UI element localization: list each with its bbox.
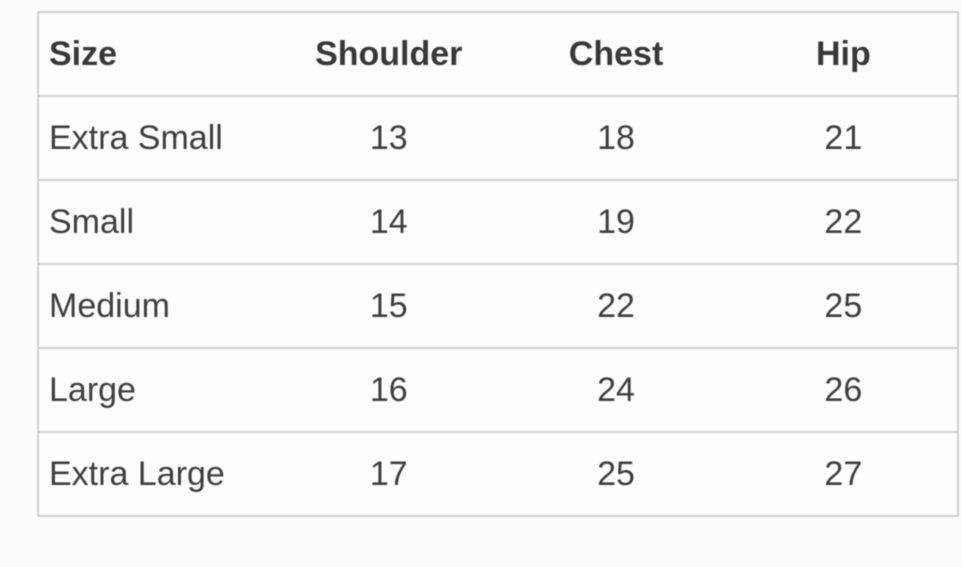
- cell-chest: 19: [502, 179, 730, 265]
- size-chart-area: Size Shoulder Chest Hip Extra Small 13 1…: [37, 11, 959, 517]
- table-row: Extra Small 13 18 21: [38, 95, 958, 181]
- column-header-chest: Chest: [502, 11, 730, 97]
- cell-chest: 24: [502, 347, 730, 433]
- table-header: Size Shoulder Chest Hip: [38, 11, 958, 97]
- table-header-row: Size Shoulder Chest Hip: [38, 11, 958, 97]
- table-row: Medium 15 22 25: [38, 263, 958, 349]
- cell-size: Medium: [38, 263, 276, 349]
- table-row: Large 16 24 26: [38, 347, 958, 433]
- cell-size: Extra Small: [38, 95, 276, 181]
- cell-chest: 18: [502, 95, 730, 181]
- cell-size: Large: [38, 347, 276, 433]
- cell-hip: 25: [729, 263, 958, 349]
- cell-size: Extra Large: [38, 431, 276, 517]
- cell-size: Small: [38, 179, 276, 265]
- column-header-shoulder: Shoulder: [275, 11, 503, 97]
- cell-shoulder: 17: [275, 431, 503, 517]
- table-row: Extra Large 17 25 27: [38, 431, 958, 517]
- cell-shoulder: 16: [275, 347, 503, 433]
- cell-shoulder: 15: [275, 263, 503, 349]
- cell-hip: 22: [729, 179, 958, 265]
- cell-hip: 21: [729, 95, 958, 181]
- table-body: Extra Small 13 18 21 Small 14 19 22 Medi…: [38, 95, 958, 517]
- cell-hip: 27: [729, 431, 958, 517]
- column-header-size: Size: [38, 11, 276, 97]
- size-chart-table: Size Shoulder Chest Hip Extra Small 13 1…: [37, 11, 959, 517]
- cell-chest: 22: [502, 263, 730, 349]
- cell-shoulder: 14: [275, 179, 503, 265]
- cell-chest: 25: [502, 431, 730, 517]
- column-header-hip: Hip: [729, 11, 958, 97]
- cell-hip: 26: [729, 347, 958, 433]
- cell-shoulder: 13: [275, 95, 503, 181]
- table-row: Small 14 19 22: [38, 179, 958, 265]
